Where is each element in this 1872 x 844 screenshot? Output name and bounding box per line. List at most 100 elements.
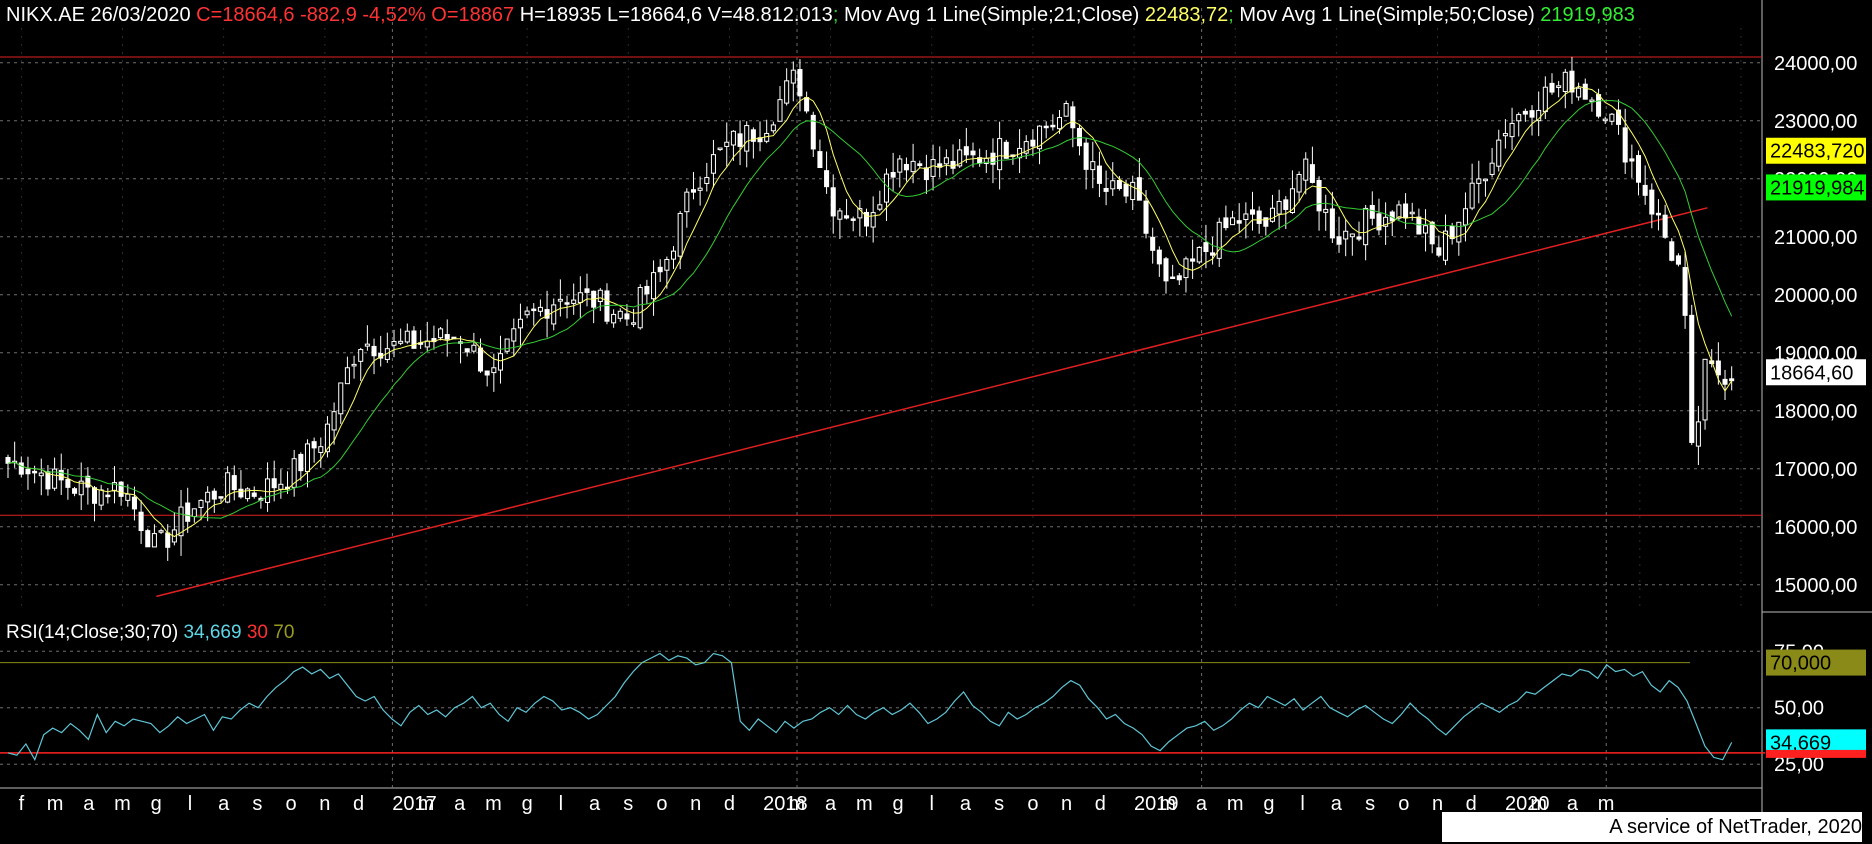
candle [111, 482, 118, 492]
candle [497, 353, 504, 371]
candle [1030, 139, 1036, 147]
candle [664, 258, 670, 271]
x-tick-label: a [218, 793, 230, 815]
candle [1715, 360, 1721, 376]
candle [584, 288, 590, 293]
candle [1576, 87, 1582, 98]
candle [1689, 314, 1695, 443]
candle [1556, 85, 1562, 89]
candle [1695, 421, 1701, 447]
candle [551, 304, 557, 325]
candle [477, 347, 484, 372]
candle [1423, 225, 1429, 234]
candle [165, 532, 171, 548]
candle [1363, 207, 1369, 246]
candle [997, 138, 1003, 171]
x-tick-label: l [188, 793, 192, 815]
candle [185, 502, 191, 522]
x-tick-label: g [522, 793, 533, 815]
x-tick-label: a [1196, 793, 1208, 815]
separator: ; [1228, 4, 1234, 26]
candle [917, 163, 923, 167]
candle [943, 157, 949, 165]
candle [684, 191, 690, 213]
candle [1116, 179, 1122, 189]
candle [1569, 70, 1575, 93]
candle [1462, 208, 1468, 226]
rsi-label-box [1766, 649, 1866, 676]
x-tick-label: m [1598, 793, 1615, 815]
candle [1096, 165, 1102, 184]
candle [205, 491, 211, 503]
candle [91, 487, 98, 504]
candle [1562, 71, 1568, 93]
candle [1289, 188, 1295, 214]
candle [198, 499, 204, 508]
x-tick-label: m [47, 793, 64, 815]
candle [251, 492, 257, 497]
candle [364, 343, 370, 347]
x-tick-label: s [623, 793, 633, 815]
hlv-text: H=18935 L=18664,6 V=48.812.013 [519, 4, 833, 26]
candle [271, 478, 277, 489]
candle [1023, 141, 1029, 154]
candle [631, 322, 637, 325]
candle [105, 494, 111, 498]
candle [1243, 213, 1249, 221]
ma21-value: 22483,72 [1144, 4, 1229, 26]
candle [611, 313, 617, 324]
rsi-label-value: 70,000 [1770, 653, 1831, 675]
price-tick-label: 23000,00 [1774, 111, 1857, 133]
candle [211, 490, 217, 500]
candle [1070, 106, 1076, 129]
price-tick-label: 16000,00 [1774, 517, 1857, 539]
candle [32, 470, 38, 474]
candle [1536, 109, 1542, 122]
candle [45, 471, 51, 490]
price-label-value: 22483,720 [1770, 141, 1865, 163]
rsi-value: 34,669 [183, 622, 242, 643]
candle [724, 141, 730, 147]
candle [225, 472, 231, 503]
candle [777, 99, 783, 122]
candle [557, 298, 563, 302]
price-tick-label: 18000,00 [1774, 401, 1857, 423]
price-tick-label: 17000,00 [1774, 459, 1857, 481]
x-tick-label: m [789, 793, 806, 815]
rsi-tick-label: 50,00 [1774, 698, 1824, 720]
candle [677, 212, 683, 257]
x-tick-label: a [1567, 793, 1579, 815]
candle [471, 344, 477, 352]
price-header: NIKX.AE 26/03/2020 C=18664,6 -882,9 -4,5… [6, 4, 1635, 27]
x-tick-label: s [994, 793, 1004, 815]
ma50-value: 21919,983 [1540, 4, 1635, 26]
candle [537, 306, 543, 312]
candle [1050, 124, 1056, 128]
x-tick-label: a [960, 793, 972, 815]
candle [651, 272, 657, 300]
x-tick-label: o [656, 793, 667, 815]
price-tick-label: 20000,00 [1774, 285, 1857, 307]
candle [1396, 204, 1402, 219]
candle [704, 177, 710, 184]
candle [1063, 103, 1069, 117]
candle [464, 348, 470, 353]
candle [484, 370, 490, 376]
x-tick-label: n [690, 793, 701, 815]
x-tick-label: s [252, 793, 262, 815]
candle [1130, 181, 1136, 201]
candle [145, 530, 151, 548]
candle [617, 310, 623, 319]
rsi-low-marker [1766, 749, 1866, 758]
candle [717, 147, 723, 151]
x-tick-label: n [319, 793, 330, 815]
x-tick-label: m [856, 793, 873, 815]
candle [1662, 214, 1668, 238]
candle [1589, 99, 1595, 103]
ma21-label: Mov Avg 1 Line(Simple;21;Close) [843, 4, 1140, 26]
ma50-line [7, 100, 1733, 519]
candle [398, 340, 404, 344]
candle [1489, 162, 1495, 175]
x-tick-label: m [1530, 793, 1547, 815]
